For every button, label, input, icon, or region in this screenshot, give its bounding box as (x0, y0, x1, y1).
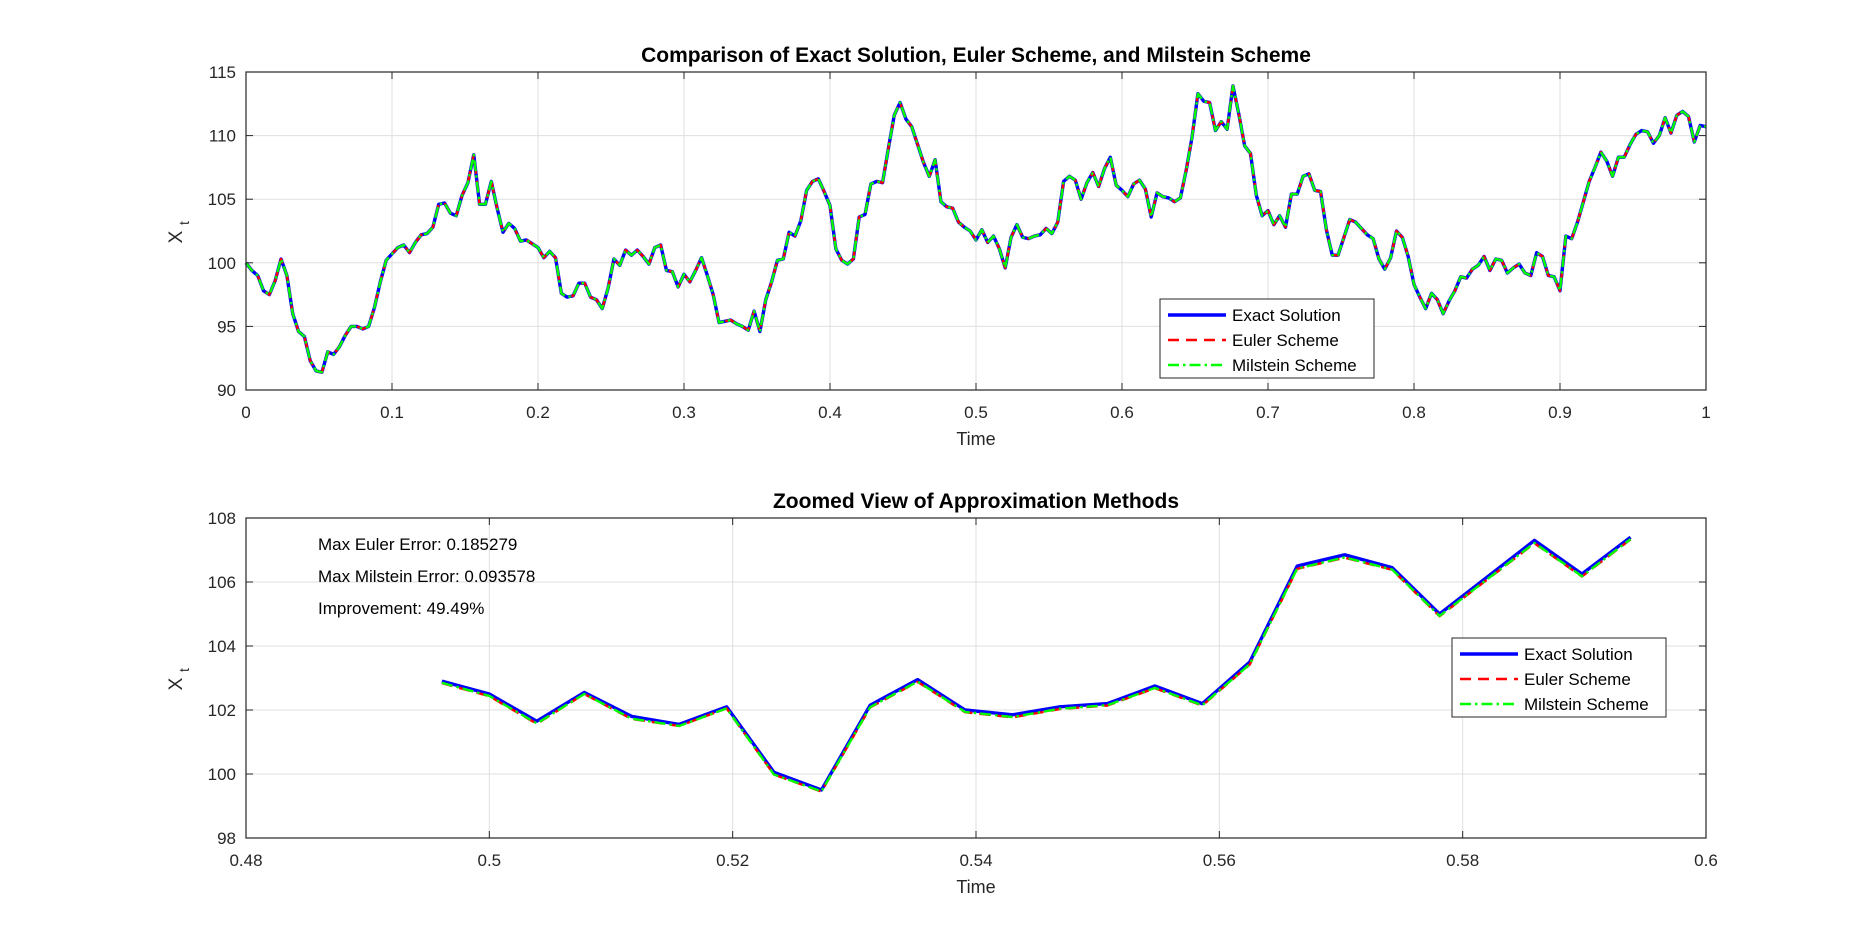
legend-label: Euler Scheme (1524, 670, 1631, 689)
x-tick-label: 0.48 (229, 851, 262, 870)
y-tick-label: 95 (217, 317, 236, 336)
x-tick-label: 0.56 (1203, 851, 1236, 870)
x-tick-label: 0.7 (1256, 403, 1280, 422)
legend-label: Exact Solution (1232, 306, 1341, 325)
series-line-milstein (245, 84, 1707, 374)
x-tick-label: 0.6 (1694, 851, 1718, 870)
x-tick-label: 0.4 (818, 403, 842, 422)
y-tick-label: 100 (208, 765, 236, 784)
legend-label: Milstein Scheme (1232, 356, 1357, 375)
y-tick-label: 115 (209, 63, 236, 82)
x-tick-label: 0.2 (526, 403, 550, 422)
y-axis-label-subscript: t (176, 221, 192, 225)
y-tick-label: 105 (208, 190, 236, 209)
annotation-text: Max Euler Error: 0.185279 (318, 535, 517, 554)
y-tick-label: 104 (208, 637, 236, 656)
y-axis-label-main: X (166, 677, 187, 690)
y-tick-label: 90 (217, 381, 236, 400)
x-axis-label: Time (956, 429, 995, 449)
y-axis-label-subscript: t (176, 668, 192, 672)
x-tick-label: 0.5 (964, 403, 988, 422)
y-tick-label: 108 (208, 509, 236, 528)
x-tick-label: 0.1 (380, 403, 404, 422)
legend-label: Euler Scheme (1232, 331, 1339, 350)
series-line-exact (441, 535, 1632, 792)
x-tick-label: 0 (241, 403, 250, 422)
y-axis-label-main: X (166, 230, 187, 243)
legend-label: Milstein Scheme (1524, 695, 1649, 714)
x-tick-label: 0.9 (1548, 403, 1572, 422)
y-tick-label: 110 (209, 127, 236, 146)
x-tick-label: 0.8 (1402, 403, 1426, 422)
x-tick-label: 0.54 (959, 851, 992, 870)
zoomed-subplot: 0.48 0.5 0.52 0.54 0.56 0.58 0.6 98 100 102 104 106… (166, 490, 1718, 897)
chart-title: Comparison of Exact Solution, Euler Sche… (641, 44, 1311, 67)
x-tick-label: 0.52 (716, 851, 749, 870)
legend-label: Exact Solution (1524, 645, 1633, 664)
y-axis-label: Xt (166, 221, 192, 243)
x-tick-label: 1 (1701, 403, 1710, 422)
x-axis-label: Time (956, 877, 995, 897)
y-tick-label: 100 (208, 254, 236, 273)
x-tick-label: 0.3 (672, 403, 696, 422)
y-tick-label: 102 (208, 701, 236, 720)
x-tick-label: 0.5 (478, 851, 502, 870)
x-tick-label: 0.58 (1446, 851, 1479, 870)
top-subplot: 0 0.1 0.2 0.3 0.4 0.5 0.6 0.7 0.8 0.9 1 90 95 100 105 1… (166, 44, 1711, 449)
series-line-milstein (441, 538, 1632, 793)
y-tick-label: 98 (217, 829, 236, 848)
x-tick-label: 0.6 (1110, 403, 1134, 422)
y-axis-label: Xt (166, 668, 192, 690)
annotation-text: Max Milstein Error: 0.093578 (318, 567, 535, 586)
y-tick-label: 106 (208, 573, 236, 592)
annotation-text: Improvement: 49.49% (318, 599, 484, 618)
chart-title: Zoomed View of Approximation Methods (773, 490, 1179, 513)
